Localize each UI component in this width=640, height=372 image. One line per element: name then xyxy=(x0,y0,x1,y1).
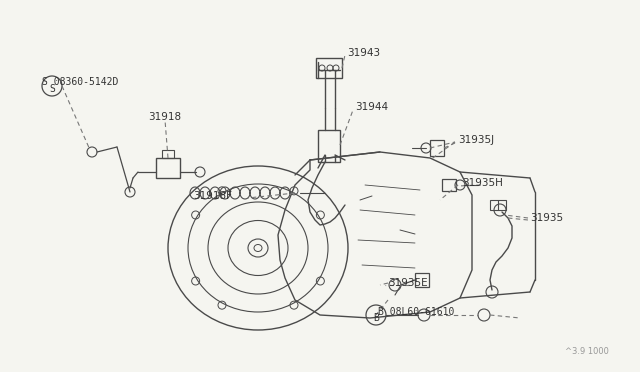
Text: 31935: 31935 xyxy=(530,213,563,223)
Text: B 08L60-61610: B 08L60-61610 xyxy=(378,307,454,317)
Text: ^3.9 1000: ^3.9 1000 xyxy=(565,347,609,356)
Bar xyxy=(490,200,506,210)
Bar xyxy=(442,179,456,191)
Text: 31943: 31943 xyxy=(347,48,380,58)
Bar xyxy=(162,150,174,158)
Text: S: S xyxy=(49,84,55,94)
Bar xyxy=(156,158,180,178)
Text: S 08360-5142D: S 08360-5142D xyxy=(42,77,118,87)
Text: 31918F: 31918F xyxy=(193,191,232,201)
Bar xyxy=(430,140,444,156)
Text: 31935J: 31935J xyxy=(458,135,494,145)
Bar xyxy=(415,273,429,287)
Bar xyxy=(316,58,342,78)
Text: 31935E: 31935E xyxy=(388,278,428,288)
Bar xyxy=(318,130,340,162)
Text: 31935H: 31935H xyxy=(462,178,503,188)
Text: B: B xyxy=(373,313,379,323)
Text: 31944: 31944 xyxy=(355,102,388,112)
Text: 31918: 31918 xyxy=(148,112,181,122)
